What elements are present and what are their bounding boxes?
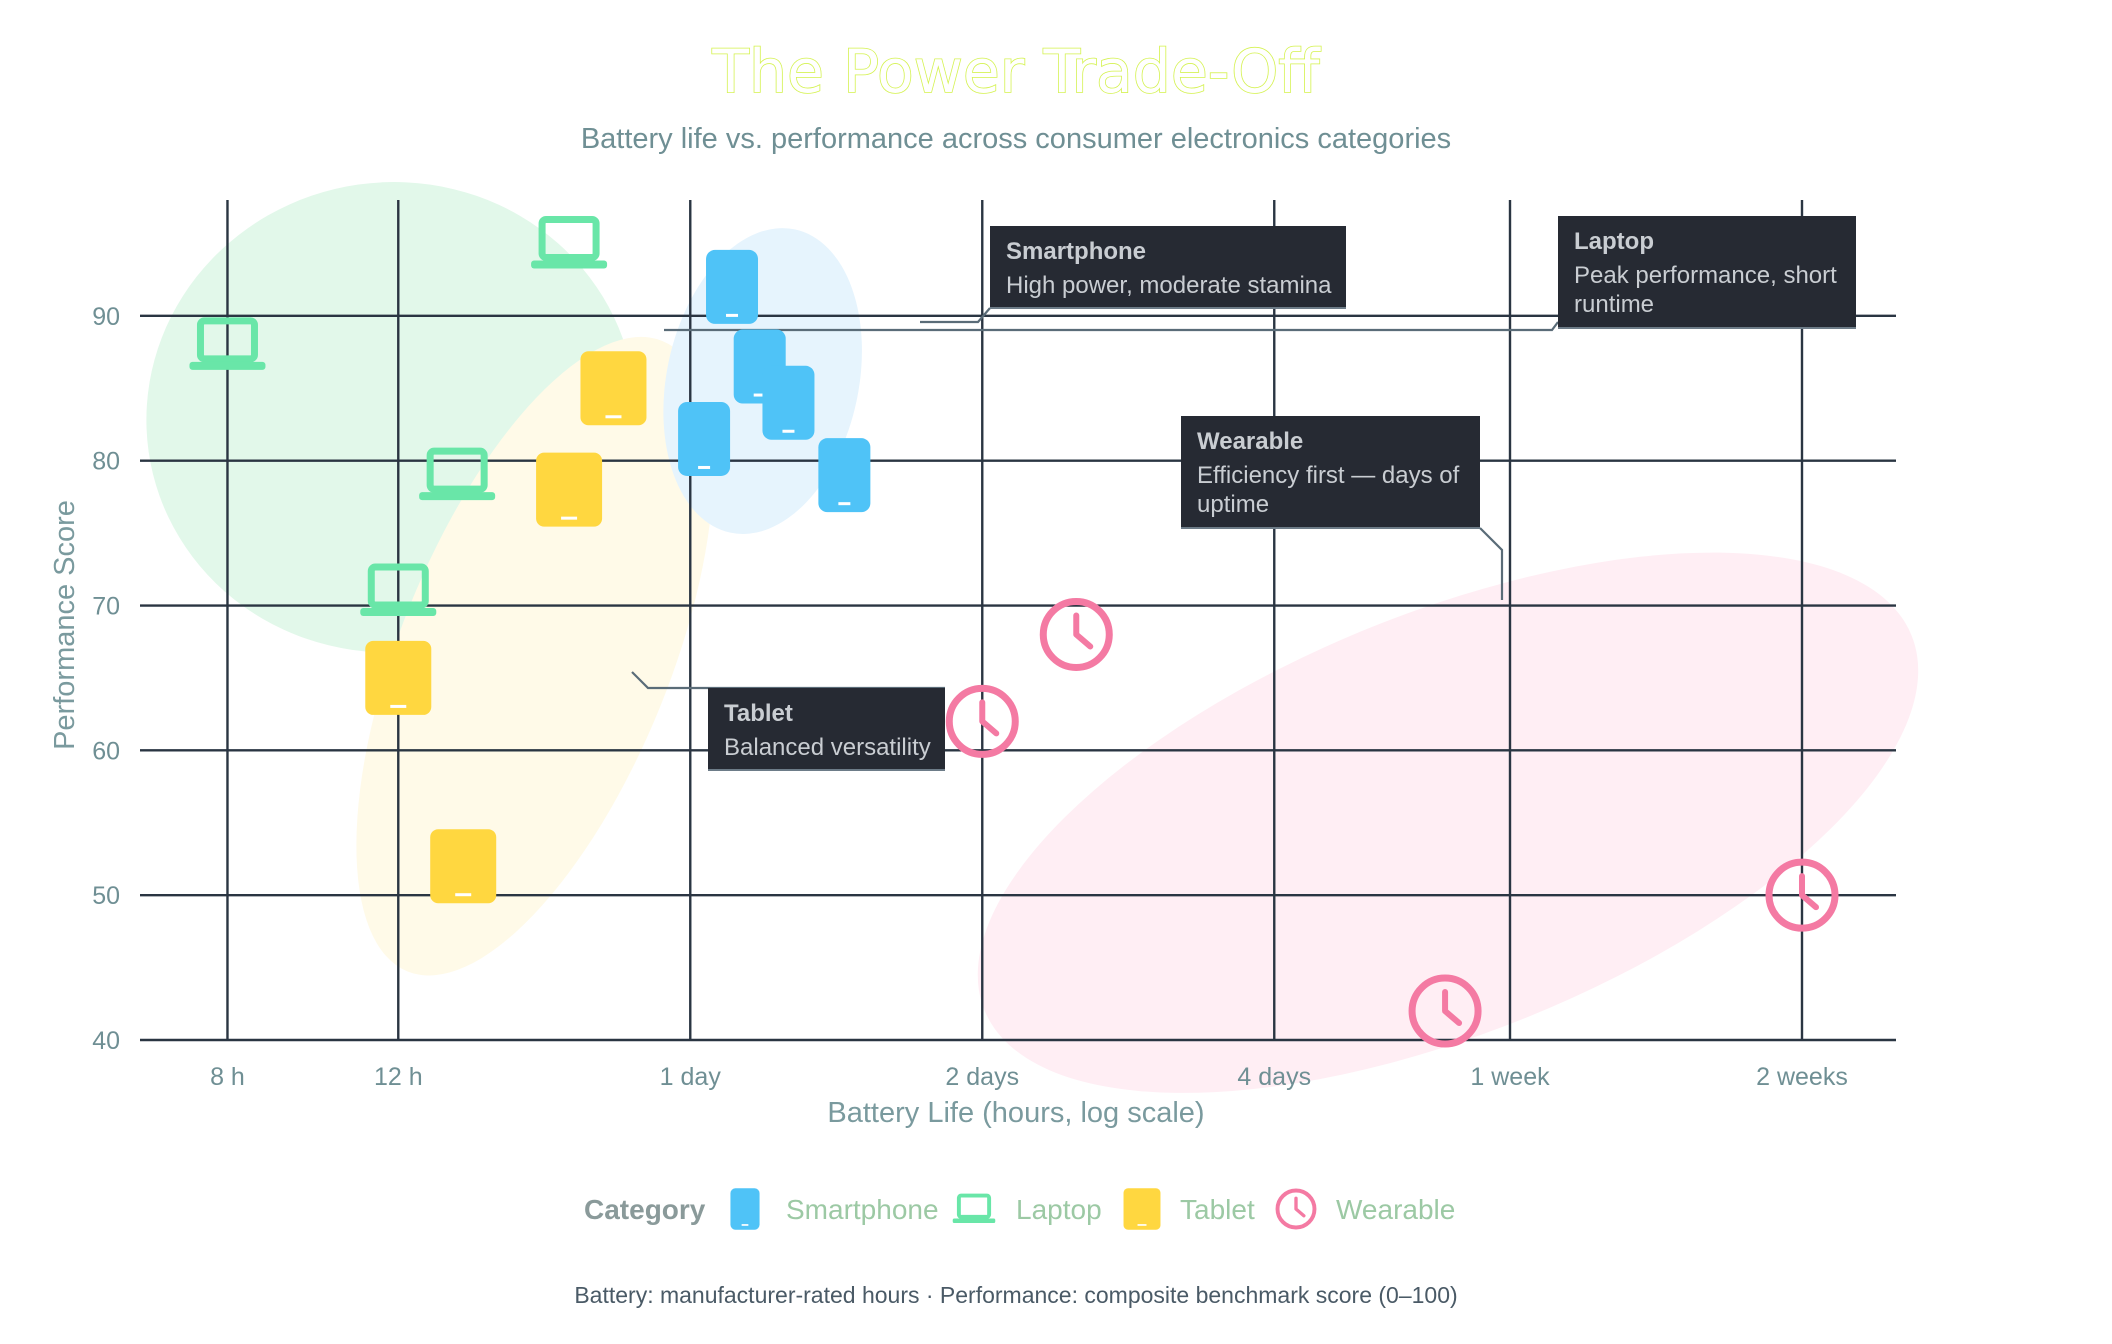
legend-item-tablet: Tablet [1123, 1188, 1255, 1230]
wearable-point [945, 684, 1019, 758]
smartphone-point [678, 401, 731, 476]
laptop-point [419, 447, 496, 501]
annotation-connector [920, 307, 991, 324]
tablet-point [430, 829, 497, 904]
annotation-connector [1479, 527, 1504, 600]
annotation-text: runtime [1574, 291, 1654, 318]
annotation-text: High power, moderate stamina [1006, 272, 1332, 299]
annotation-tablet: Tablet Balanced versatility [708, 688, 945, 771]
annotation-text: Efficiency first — days of [1197, 462, 1460, 489]
laptop-point [531, 215, 608, 269]
y-tick-label: 60 [92, 737, 120, 765]
annotation-box [990, 226, 1346, 308]
wearable-point [1408, 974, 1482, 1048]
legend-item-laptop: Laptop [952, 1193, 1102, 1225]
tablet-point [536, 452, 603, 527]
smartphone-point [762, 365, 815, 440]
y-tick-label: 80 [92, 448, 120, 476]
x-tick-label: 2 days [945, 1063, 1019, 1091]
data-points [189, 215, 1839, 1048]
cluster-tablet [356, 336, 714, 976]
annotation-box [708, 688, 945, 770]
annotation-connector [664, 321, 1559, 332]
x-axis-title: Battery Life (hours, log scale) [827, 1097, 1204, 1129]
annotation-title: Tablet [724, 700, 793, 727]
annotation-text: Peak performance, short [1574, 262, 1837, 289]
tablet-point [365, 640, 432, 715]
legend-item-smartphone: Smartphone [730, 1188, 939, 1230]
y-tick-label: 70 [92, 593, 120, 621]
laptop-icon [952, 1193, 996, 1223]
tablet-point [580, 351, 647, 426]
cluster-wearable [977, 552, 1919, 1093]
cluster-ellipses [146, 182, 1919, 1093]
annotation-connector [631, 671, 945, 690]
x-tick-label: 1 week [1470, 1063, 1550, 1091]
annotation-title: Smartphone [1006, 238, 1146, 265]
chart-subtitle: Battery life vs. performance across cons… [581, 123, 1451, 155]
annotation-text: Balanced versatility [724, 734, 931, 761]
smartphone-icon [730, 1188, 760, 1230]
legend-label: Wearable [1336, 1194, 1455, 1225]
chart-title: The Power Trade-Off [711, 37, 1321, 107]
annotation-box [1558, 216, 1856, 328]
legend-label: Tablet [1180, 1194, 1255, 1225]
x-tick-label: 4 days [1237, 1063, 1311, 1091]
y-axis-title: Performance Score [49, 500, 81, 750]
y-tick-label: 50 [92, 882, 120, 910]
annotation-title: Wearable [1197, 428, 1303, 455]
smartphone-point [706, 249, 759, 324]
smartphone-point [818, 438, 871, 513]
annotation-title: Laptop [1574, 228, 1654, 255]
laptop-point [360, 563, 437, 617]
annotation-smartphone: Smartphone High power, moderate stamina [990, 226, 1346, 309]
tick-labels: 8 h 12 h 1 day 2 days 4 days 1 week 2 weeks 40 5… [92, 303, 1848, 1091]
laptop-point [189, 317, 266, 370]
wearable-point [1765, 858, 1839, 932]
y-tick-label: 40 [92, 1027, 120, 1055]
tablet-icon [1123, 1188, 1161, 1230]
legend-title: Category [584, 1194, 706, 1225]
wearable-point [1039, 597, 1113, 671]
annotation-box [1181, 416, 1480, 528]
annotations: Smartphone High power, moderate stamina La… [708, 216, 1856, 771]
legend: Category Smartphone Laptop Tablet Wearable [584, 1188, 1455, 1230]
annotation-text: uptime [1197, 491, 1269, 518]
x-tick-label: 1 day [660, 1063, 722, 1091]
legend-item-wearable: Wearable [1275, 1188, 1455, 1230]
watch-icon [1275, 1188, 1317, 1230]
legend-label: Smartphone [786, 1194, 939, 1225]
footnote: Battery: manufacturer-rated hours · Perf… [574, 1282, 1457, 1308]
x-tick-label: 8 h [210, 1063, 245, 1091]
x-tick-label: 2 weeks [1756, 1063, 1848, 1091]
x-tick-label: 12 h [374, 1063, 423, 1091]
legend-label: Laptop [1016, 1194, 1102, 1225]
y-tick-label: 90 [92, 303, 120, 331]
